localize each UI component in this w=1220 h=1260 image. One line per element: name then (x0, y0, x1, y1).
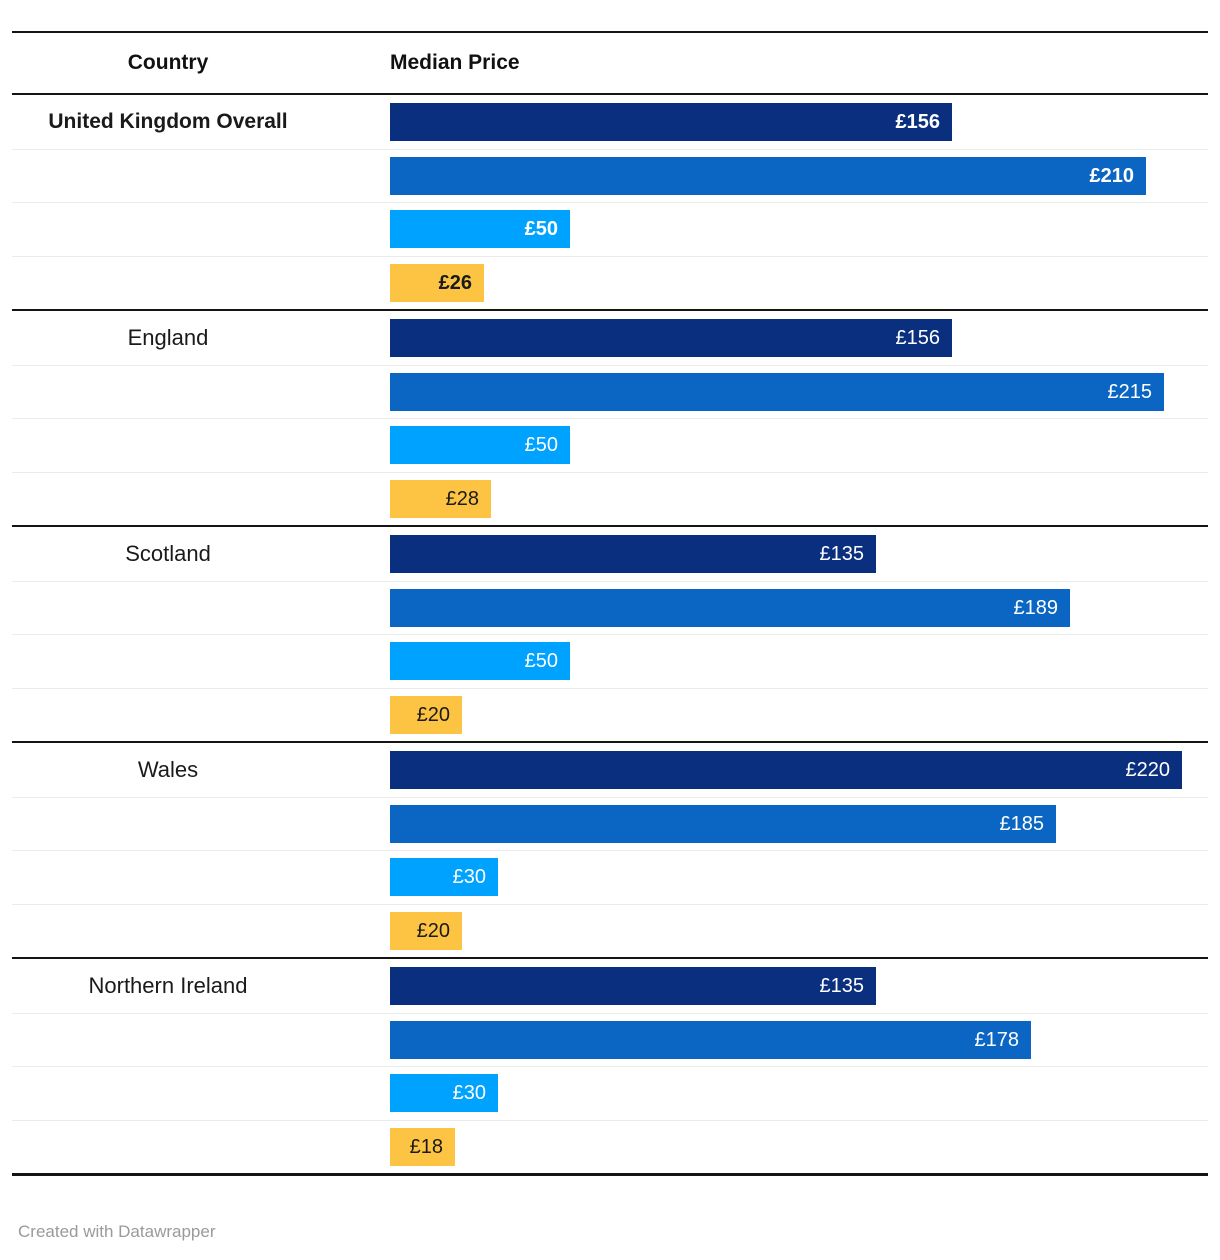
bar-value-label: £156 (895, 110, 941, 133)
bar-value-label: £210 (1089, 164, 1135, 187)
bar-value-label: £156 (895, 326, 941, 349)
country-group: United Kingdom Overall £156 £210 £50 £26 (12, 95, 1208, 311)
table-row: £18 (12, 1119, 1208, 1174)
table-row: United Kingdom Overall £156 (12, 95, 1208, 149)
median-price-bar: £215 (390, 372, 1164, 411)
median-price-bar: £210 (390, 156, 1146, 195)
bar-cell: £30 (390, 858, 1208, 897)
country-label: Northern Ireland (88, 972, 248, 998)
bar-value-label: £50 (524, 218, 558, 241)
bar-cell: £50 (390, 642, 1208, 681)
bar-cell: £135 (390, 534, 1208, 573)
country-label: Scotland (125, 540, 211, 566)
table-header-row: Country Median Price (12, 33, 1208, 95)
bar-cell: £185 (390, 804, 1208, 843)
bar-cell: £156 (390, 102, 1208, 141)
median-price-bar: £50 (390, 642, 570, 681)
bar-value-label: £28 (445, 487, 479, 510)
bar-cell: £20 (390, 911, 1208, 950)
bar-cell: £189 (390, 588, 1208, 627)
table-row: Northern Ireland £135 (12, 959, 1208, 1013)
country-label: England (127, 324, 209, 350)
bar-cell: £28 (390, 479, 1208, 518)
median-price-bar: £30 (390, 1074, 498, 1113)
bar-value-label: £18 (409, 1135, 443, 1158)
bar-cell: £18 (390, 1127, 1208, 1166)
median-price-bar: £50 (390, 426, 570, 465)
table-row: £215 (12, 364, 1208, 419)
median-price-bar: £28 (390, 479, 491, 518)
bar-value-label: £20 (416, 703, 450, 726)
median-price-bar: £20 (390, 911, 462, 950)
column-header-median-price: Median Price (390, 51, 520, 74)
table-row: £26 (12, 255, 1208, 310)
median-price-bar: £26 (390, 263, 484, 302)
median-price-bar: £135 (390, 966, 876, 1005)
median-price-bar: £18 (390, 1127, 455, 1166)
median-price-bar: £178 (390, 1020, 1031, 1059)
table-row: £30 (12, 1066, 1208, 1120)
table-row: £50 (12, 418, 1208, 472)
column-header-country: Country (127, 51, 209, 74)
price-table: Country Median Price United Kingdom Over… (12, 31, 1208, 1176)
table-body: United Kingdom Overall £156 £210 £50 £26 Engl… (12, 95, 1208, 1173)
table-row: £28 (12, 471, 1208, 526)
country-group: England £156 £215 £50 £28 (12, 311, 1208, 527)
table-row: England £156 (12, 311, 1208, 365)
country-group: Northern Ireland £135 £178 £30 £18 (12, 959, 1208, 1173)
table-row: £50 (12, 202, 1208, 256)
table-row: £210 (12, 148, 1208, 203)
country-label: Wales (137, 756, 199, 782)
table-row: Scotland £135 (12, 527, 1208, 581)
bar-cell: £135 (390, 966, 1208, 1005)
bar-value-label: £215 (1107, 380, 1153, 403)
bar-value-label: £185 (999, 812, 1045, 835)
bar-cell: £26 (390, 263, 1208, 302)
bar-value-label: £135 (819, 542, 865, 565)
bar-cell: £220 (390, 750, 1208, 789)
median-price-bar: £185 (390, 804, 1056, 843)
bar-cell: £215 (390, 372, 1208, 411)
bar-cell: £50 (390, 426, 1208, 465)
table-row: £189 (12, 580, 1208, 635)
median-price-bar: £20 (390, 695, 462, 734)
bar-cell: £50 (390, 210, 1208, 249)
bar-value-label: £20 (416, 919, 450, 942)
median-price-bar: £189 (390, 588, 1070, 627)
bar-value-label: £50 (524, 434, 558, 457)
median-price-bar: £156 (390, 102, 952, 141)
table-row: £30 (12, 850, 1208, 904)
bar-value-label: £220 (1125, 758, 1171, 781)
bar-cell: £210 (390, 156, 1208, 195)
table-row: Wales £220 (12, 743, 1208, 797)
country-group: Scotland £135 £189 £50 £20 (12, 527, 1208, 743)
country-label: United Kingdom Overall (48, 109, 288, 133)
bar-cell: £20 (390, 695, 1208, 734)
bar-value-label: £30 (452, 866, 486, 889)
median-price-bar: £50 (390, 210, 570, 249)
bar-value-label: £26 (438, 271, 472, 294)
median-price-bar: £220 (390, 750, 1182, 789)
country-group: Wales £220 £185 £30 £20 (12, 743, 1208, 959)
table-row: £20 (12, 903, 1208, 958)
bar-value-label: £30 (452, 1082, 486, 1105)
table-row: £50 (12, 634, 1208, 688)
bar-value-label: £178 (974, 1028, 1020, 1051)
bar-value-label: £135 (819, 974, 865, 997)
datawrapper-credit-link[interactable]: Created with Datawrapper (18, 1222, 216, 1241)
bar-cell: £156 (390, 318, 1208, 357)
table-row: £185 (12, 796, 1208, 851)
median-price-bar: £30 (390, 858, 498, 897)
bar-value-label: £50 (524, 650, 558, 673)
bar-cell: £178 (390, 1020, 1208, 1059)
table-row: £178 (12, 1012, 1208, 1067)
median-price-bar: £156 (390, 318, 952, 357)
table-row: £20 (12, 687, 1208, 742)
bar-cell: £30 (390, 1074, 1208, 1113)
median-price-bar: £135 (390, 534, 876, 573)
bar-value-label: £189 (1013, 596, 1059, 619)
